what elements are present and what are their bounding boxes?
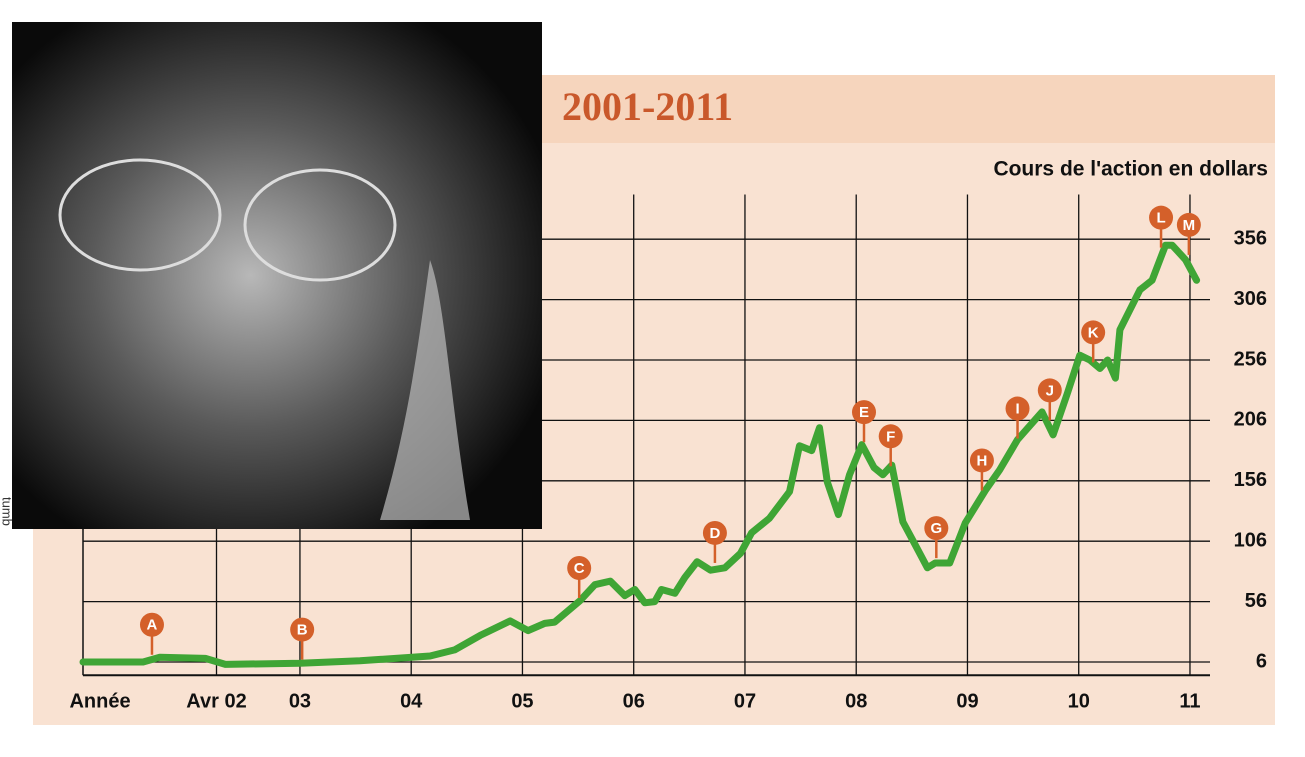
event-marker: H [969,448,994,491]
marker-dot [1005,396,1030,421]
event-marker: C [567,555,592,598]
y-tick-label: 356 [1234,227,1267,249]
marker-dot [1176,212,1201,237]
event-marker: L [1149,205,1174,248]
x-tick-label: 09 [956,690,978,712]
marker-dot [969,448,994,473]
event-marker: I [1005,396,1030,439]
y-tick-label: 306 [1234,288,1267,310]
x-tick-label: 03 [289,690,311,712]
x-tick-label: 05 [511,690,533,712]
marker-label: D [709,525,720,542]
photo [12,22,542,529]
marker-dot [567,555,592,580]
glasses-lens [243,168,397,282]
marker-label: F [886,428,895,445]
photo-credit: tumb [0,497,15,526]
glasses-lens [58,158,222,272]
y-tick-label: 6 [1256,650,1267,672]
marker-label: A [147,617,158,634]
marker-label: C [574,560,585,577]
marker-label: J [1046,382,1054,399]
hand [380,260,470,520]
y-axis-label: Cours de l'action en dollars [993,158,1268,181]
y-tick-label: 256 [1234,348,1267,370]
x-tick-label: 06 [623,690,645,712]
marker-label: G [930,520,942,537]
marker-dot [852,400,877,425]
y-tick-label: 106 [1234,529,1267,551]
x-tick-label: 10 [1068,690,1090,712]
title-band [540,75,1275,143]
marker-label: B [297,622,308,639]
x-axis-label: Année [69,690,130,712]
event-marker: M [1176,212,1201,255]
event-marker: K [1081,320,1106,363]
x-tick-label: 04 [400,690,423,712]
marker-dot [702,520,727,545]
marker-dot [139,612,164,637]
event-marker: B [290,617,315,660]
portrait [12,22,542,529]
event-marker: G [924,516,949,559]
event-marker: F [878,424,903,467]
marker-label: H [977,452,988,469]
marker-dot [1081,320,1106,345]
marker-label: K [1088,324,1099,341]
x-tick-label: 07 [734,690,756,712]
marker-label: M [1183,217,1196,234]
event-marker: D [702,520,727,563]
marker-dot [1149,205,1174,230]
price-line [79,241,1201,668]
marker-dot [878,424,903,449]
marker-label: L [1156,210,1165,227]
x-tick-label: 11 [1179,690,1200,712]
event-marker: E [852,400,877,443]
y-tick-label: 156 [1234,469,1267,491]
marker-dot [290,617,315,642]
marker-label: I [1015,400,1019,417]
plot: A B C D EF G H I J K L M [79,205,1201,668]
x-tick-label: Avr 02 [186,690,246,712]
y-tick-label: 206 [1234,409,1267,431]
chart-title: 2001-2011 [562,84,733,129]
event-marker: A [139,612,164,655]
y-tick-label: 56 [1245,590,1267,612]
marker-dot [924,516,949,541]
event-marker: J [1037,378,1062,421]
x-tick-label: 08 [845,690,867,712]
marker-dot [1037,378,1062,403]
marker-label: E [859,404,869,421]
